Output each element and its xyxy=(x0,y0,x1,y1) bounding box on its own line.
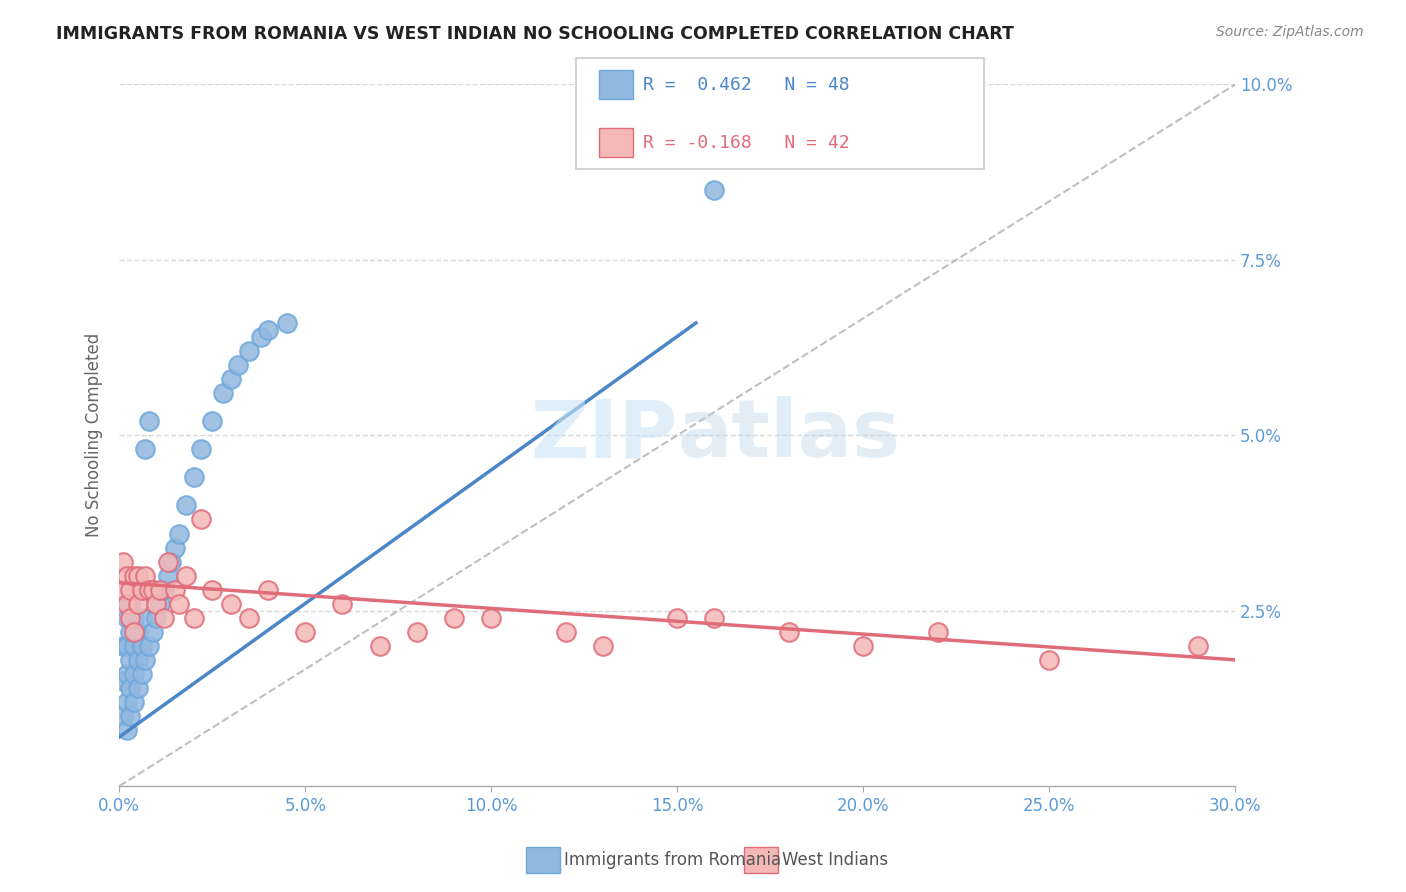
Point xyxy=(120,681,142,695)
Point xyxy=(111,555,134,569)
Point xyxy=(111,582,134,597)
Point xyxy=(138,582,160,597)
Point xyxy=(479,611,502,625)
Point xyxy=(703,611,725,625)
Point xyxy=(127,624,149,639)
Point xyxy=(294,624,316,639)
Point xyxy=(153,582,176,597)
Point xyxy=(778,624,800,639)
Point xyxy=(149,597,172,611)
Point xyxy=(138,414,160,428)
Point xyxy=(122,611,145,625)
Point xyxy=(115,611,138,625)
Point xyxy=(156,555,179,569)
Point xyxy=(122,624,145,639)
Text: Source: ZipAtlas.com: Source: ZipAtlas.com xyxy=(1216,25,1364,39)
Point xyxy=(249,330,271,344)
Text: atlas: atlas xyxy=(678,396,900,475)
Point xyxy=(115,597,138,611)
Point xyxy=(219,372,242,386)
Point xyxy=(122,666,145,681)
Point xyxy=(111,673,134,688)
Point xyxy=(226,358,249,372)
Point xyxy=(238,611,260,625)
Point xyxy=(122,639,145,653)
Point xyxy=(120,611,142,625)
Point xyxy=(122,568,145,582)
Point xyxy=(115,639,138,653)
Point xyxy=(1187,639,1209,653)
Point xyxy=(257,323,280,337)
Point xyxy=(703,183,725,197)
Point xyxy=(443,611,465,625)
Text: ZIP: ZIP xyxy=(530,396,678,475)
Point xyxy=(212,386,235,401)
Point xyxy=(165,541,187,555)
Point xyxy=(153,611,176,625)
Point xyxy=(111,709,134,723)
Point xyxy=(276,316,298,330)
Point xyxy=(115,695,138,709)
Point xyxy=(332,597,354,611)
Point xyxy=(115,666,138,681)
Point xyxy=(405,624,427,639)
Point xyxy=(174,568,197,582)
Point xyxy=(131,639,153,653)
Point xyxy=(145,611,167,625)
Point xyxy=(145,597,167,611)
Point xyxy=(592,639,614,653)
Point xyxy=(120,582,142,597)
Point xyxy=(127,597,149,611)
Point xyxy=(142,582,165,597)
Point xyxy=(134,653,156,667)
Point xyxy=(131,582,153,597)
Point xyxy=(115,568,138,582)
Point xyxy=(156,568,179,582)
Point xyxy=(257,582,280,597)
Point xyxy=(120,709,142,723)
Point xyxy=(167,597,190,611)
Point xyxy=(115,723,138,737)
Point xyxy=(201,414,224,428)
Text: R =  0.462   N = 48: R = 0.462 N = 48 xyxy=(643,76,849,94)
Point xyxy=(131,611,153,625)
Point xyxy=(120,597,142,611)
Point xyxy=(127,568,149,582)
Point xyxy=(174,499,197,513)
Point xyxy=(127,653,149,667)
Point xyxy=(131,666,153,681)
Point xyxy=(111,639,134,653)
Point xyxy=(368,639,391,653)
Point xyxy=(142,624,165,639)
Point xyxy=(149,582,172,597)
Point xyxy=(120,624,142,639)
Point xyxy=(219,597,242,611)
Point xyxy=(554,624,576,639)
Text: R = -0.168   N = 42: R = -0.168 N = 42 xyxy=(643,134,849,152)
Point xyxy=(134,568,156,582)
Point xyxy=(238,344,260,359)
Point xyxy=(120,653,142,667)
Point xyxy=(852,639,875,653)
Point xyxy=(190,512,212,526)
Point xyxy=(201,582,224,597)
Point xyxy=(190,442,212,457)
Point xyxy=(138,639,160,653)
Point xyxy=(1038,653,1060,667)
Point xyxy=(666,611,689,625)
Point xyxy=(183,611,205,625)
Text: IMMIGRANTS FROM ROMANIA VS WEST INDIAN NO SCHOOLING COMPLETED CORRELATION CHART: IMMIGRANTS FROM ROMANIA VS WEST INDIAN N… xyxy=(56,25,1014,43)
Text: West Indians: West Indians xyxy=(782,851,887,869)
Point xyxy=(160,555,183,569)
Point xyxy=(183,470,205,484)
Point xyxy=(122,695,145,709)
Point xyxy=(165,582,187,597)
Point xyxy=(927,624,949,639)
Text: Immigrants from Romania: Immigrants from Romania xyxy=(564,851,780,869)
Point xyxy=(134,442,156,457)
Point xyxy=(142,582,165,597)
Point xyxy=(167,526,190,541)
Point xyxy=(127,681,149,695)
Y-axis label: No Schooling Completed: No Schooling Completed xyxy=(86,334,103,537)
